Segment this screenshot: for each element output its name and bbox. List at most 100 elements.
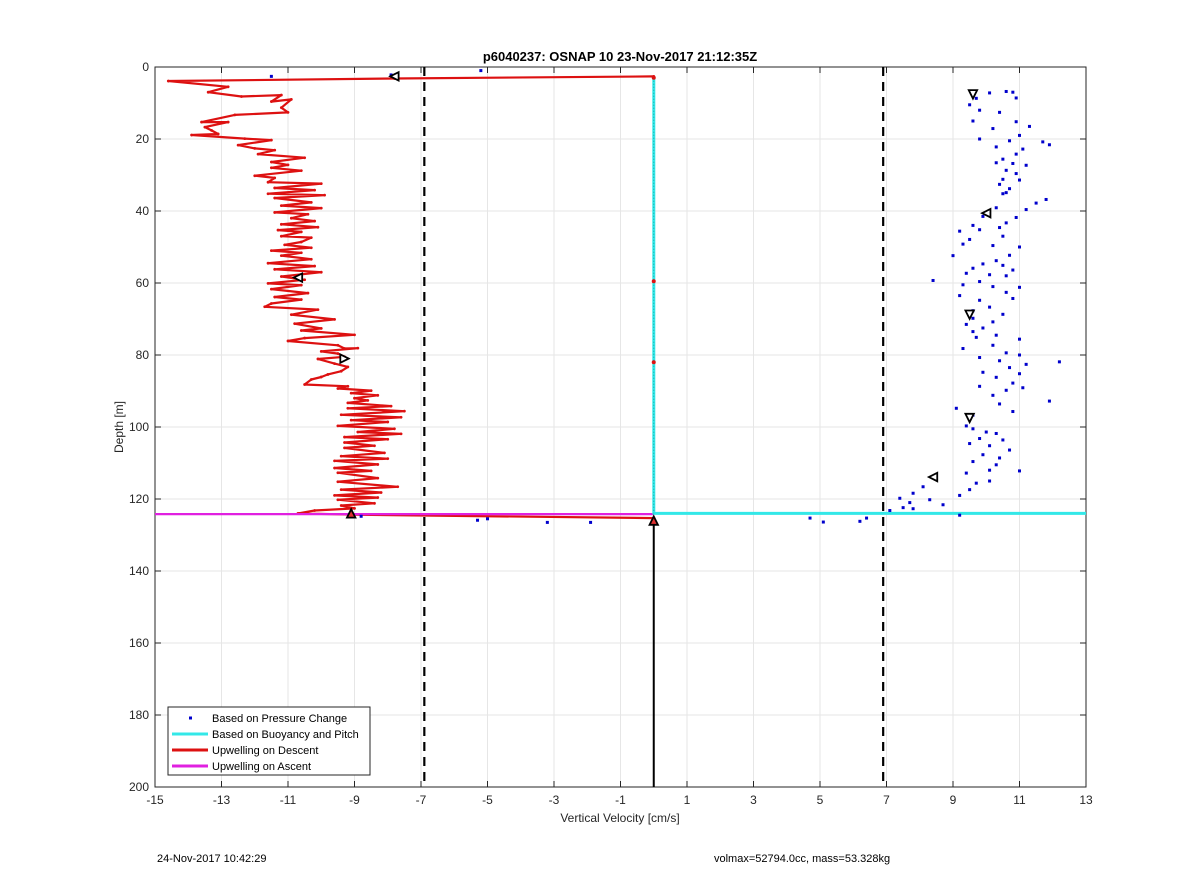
pressure-point	[994, 431, 998, 435]
pressure-point	[1011, 410, 1015, 414]
descent-point	[319, 375, 323, 379]
pressure-point	[1044, 197, 1048, 201]
descent-point	[273, 176, 277, 180]
descent-point	[233, 113, 237, 117]
pressure-point	[981, 214, 985, 218]
descent-point	[333, 317, 336, 321]
descent-point	[376, 393, 380, 397]
pressure-point	[978, 437, 982, 441]
descent-point	[273, 148, 277, 152]
pressure-point	[865, 516, 869, 520]
descent-point	[343, 446, 346, 450]
descent-point	[346, 401, 350, 405]
descent-point	[339, 454, 343, 458]
pressure-point	[479, 69, 483, 73]
descent-point	[333, 362, 336, 366]
pressure-point	[821, 520, 825, 524]
red-dot-marker	[651, 279, 656, 284]
descent-point	[266, 192, 270, 196]
descent-point	[166, 79, 170, 83]
descent-point	[266, 180, 270, 184]
pressure-point	[971, 330, 975, 334]
descent-point	[353, 333, 356, 337]
descent-point	[299, 230, 303, 234]
pressure-point	[1018, 285, 1021, 289]
y-tick-label: 20	[136, 132, 150, 146]
footer-volmax-mass: volmax=52794.0cc, mass=53.328kg	[714, 853, 891, 865]
descent-point	[373, 501, 376, 505]
pressure-point	[1014, 172, 1018, 176]
pressure-point	[994, 333, 998, 337]
pressure-point	[978, 137, 982, 141]
pressure-point	[486, 517, 489, 521]
legend: Based on Pressure Change Based on Buoyanc…	[167, 706, 371, 776]
y-tick-label: 140	[129, 564, 149, 578]
descent-point	[349, 391, 353, 395]
pressure-point	[998, 110, 1002, 114]
descent-point	[269, 302, 273, 305]
descent-point	[206, 90, 210, 94]
descent-point	[279, 254, 283, 258]
descent-point	[386, 420, 390, 424]
legend-label: Based on Buoyancy and Pitch	[212, 729, 359, 741]
descent-point	[313, 509, 316, 512]
descent-point	[263, 305, 267, 309]
descent-point	[309, 378, 313, 381]
x-tick-label: -7	[416, 793, 427, 807]
descent-point	[319, 326, 323, 330]
descent-point	[279, 222, 283, 226]
pressure-point	[951, 254, 955, 258]
pressure-point	[988, 444, 992, 448]
pressure-point	[1011, 381, 1015, 385]
pressure-point	[988, 273, 992, 277]
pressure-point	[978, 356, 982, 360]
pressure-point	[964, 424, 968, 428]
x-tick-label: -13	[213, 793, 231, 807]
descent-point	[306, 291, 310, 295]
pressure-point	[1004, 351, 1008, 355]
pressure-point	[958, 493, 962, 497]
x-tick-label: -15	[146, 793, 164, 807]
descent-point	[273, 196, 277, 200]
descent-point	[269, 287, 273, 291]
descent-point	[369, 389, 373, 393]
descent-point	[299, 283, 303, 287]
descent-point	[286, 110, 290, 114]
triangle-right-marker	[339, 352, 351, 365]
pressure-point	[1024, 362, 1028, 366]
descent-point	[210, 128, 213, 132]
descent-point	[279, 93, 283, 97]
pressure-point	[1011, 268, 1015, 272]
pressure-point	[988, 468, 992, 472]
pressure-point	[978, 108, 982, 112]
triangle-left-marker	[980, 207, 992, 219]
descent-point	[336, 480, 340, 484]
triangle-down-marker	[963, 412, 976, 425]
pressure-point	[1014, 120, 1018, 124]
pressure-point	[991, 244, 995, 248]
pressure-point	[961, 242, 965, 246]
descent-point	[353, 506, 356, 510]
descent-point	[336, 343, 340, 347]
descent-point	[283, 243, 287, 247]
descent-point	[299, 169, 303, 173]
pressure-point	[1034, 201, 1038, 205]
descent-point	[339, 504, 343, 507]
pressure-point	[901, 506, 905, 510]
pressure-point	[978, 384, 982, 388]
pressure-point	[1018, 469, 1021, 473]
pressure-point	[941, 503, 945, 507]
y-tick-label: 40	[136, 204, 150, 218]
descent-point	[269, 100, 273, 103]
descent-point	[346, 406, 350, 410]
legend-label: Based on Pressure Change	[212, 713, 347, 725]
descent-point	[306, 212, 310, 216]
pressure-point	[1057, 360, 1061, 364]
descent-point	[323, 193, 326, 197]
descent-point	[240, 95, 243, 98]
pressure-point	[964, 322, 968, 326]
pressure-point	[1014, 96, 1018, 100]
y-tick-label: 80	[136, 348, 150, 362]
footer-timestamp: 24-Nov-2017 10:42:29	[157, 853, 267, 865]
